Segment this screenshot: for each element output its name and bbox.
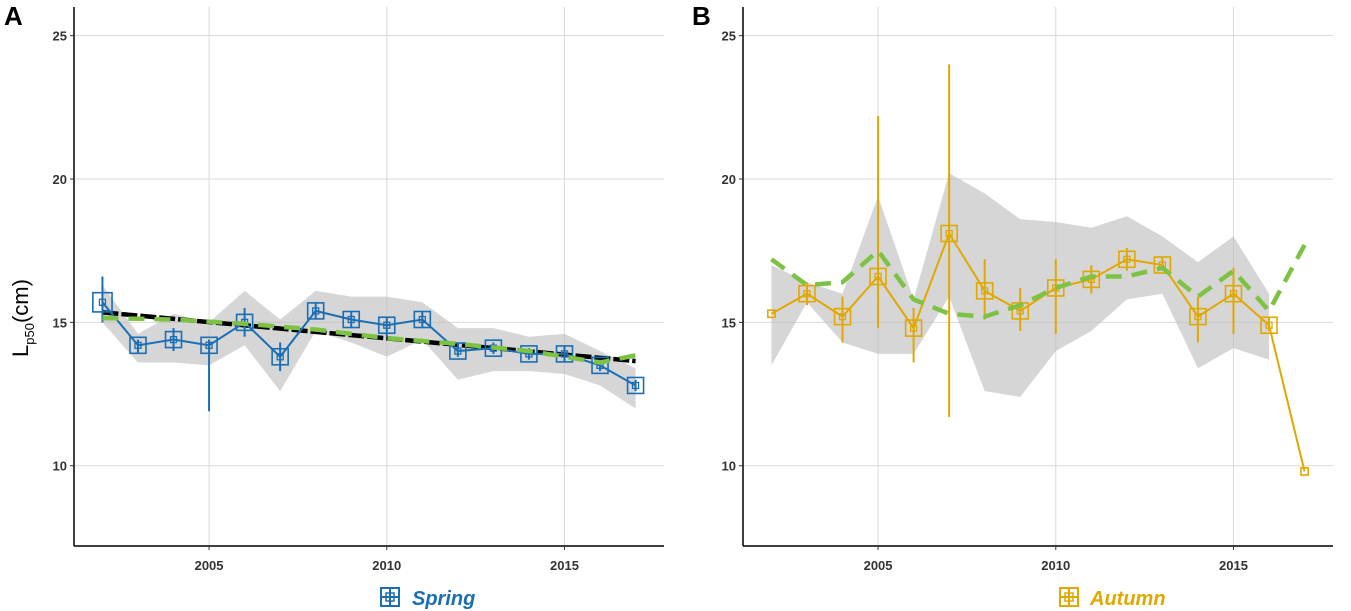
point-2012: [449, 342, 467, 360]
point-center-2012: [1123, 255, 1131, 263]
panel-a-plot-area: 10 15 20 25 2005 2010 2015: [53, 7, 664, 573]
x-tick-label-2015: 2015: [1219, 558, 1248, 573]
confidence-band: [771, 173, 1270, 397]
y-tick-label-15: 15: [53, 315, 67, 330]
y-tick-label-25: 25: [53, 29, 67, 44]
panel-b: B 10 15 20 25 2005 2010 2015 Autumn: [692, 1, 1333, 610]
y-axis-title-sub: p50: [22, 323, 37, 345]
point-2017: [1300, 467, 1309, 476]
point-center-2015: [560, 350, 569, 358]
point-2016: [591, 356, 609, 375]
point-2013: [1153, 256, 1172, 274]
y-axis-title-units: (cm): [8, 279, 33, 323]
point-2007: [940, 224, 958, 243]
point-2004: [164, 330, 183, 349]
panel-a-letter: A: [4, 1, 23, 31]
panel-a: A Lp50(cm) 10 15 20 25 2005 2010 2015 Spring: [4, 1, 664, 610]
point-center-2012: [454, 347, 462, 355]
x-tick-label-2010: 2010: [1041, 558, 1070, 573]
point-2002: [92, 291, 113, 313]
x-tick-label-2005: 2005: [864, 558, 893, 573]
point-center-2008: [312, 307, 320, 315]
point-2016: [1260, 316, 1278, 335]
series-line: [770, 231, 1306, 472]
point-2010: [377, 316, 396, 335]
legend-autumn-label: Autumn: [1089, 588, 1166, 610]
smooth-fit-line: [102, 315, 637, 365]
point-center-2003: [134, 341, 142, 349]
point-2017: [626, 376, 645, 395]
point-center-2003: [803, 290, 811, 298]
point-center-2015: [1229, 290, 1238, 298]
point-2010: [1046, 279, 1065, 297]
point-center-2008: [981, 287, 989, 295]
y-tick-label-10: 10: [53, 459, 67, 474]
y-tick-label-10: 10: [722, 459, 736, 474]
point-center-2005: [874, 272, 882, 281]
point-2004: [833, 307, 852, 326]
point-2011: [413, 310, 432, 329]
y-tick-label-20: 20: [53, 172, 67, 187]
point-2006: [904, 319, 923, 337]
panel-a-y-axis-title: Lp50(cm): [8, 279, 37, 357]
point-center-2010: [383, 321, 391, 329]
point-center-2007: [945, 229, 953, 238]
y-tick-label-25: 25: [722, 29, 736, 44]
point-2014: [520, 345, 538, 363]
x-tick-label-2015: 2015: [550, 558, 579, 573]
legend-autumn-key: [1059, 587, 1079, 607]
y-tick-label-15: 15: [722, 315, 736, 330]
y-tick-label-20: 20: [722, 172, 736, 187]
point-center-2007: [276, 353, 284, 361]
point-2014: [1189, 307, 1207, 326]
x-tick-label-2005: 2005: [195, 558, 224, 573]
point-2012: [1118, 250, 1136, 269]
point-center-2009: [1016, 307, 1024, 315]
point-center-2011: [418, 315, 426, 324]
point-center-2009: [347, 315, 355, 324]
point-2008: [975, 282, 994, 300]
point-2005: [869, 267, 887, 286]
panel-b-plot-area: 10 15 20 25 2005 2010 2015: [722, 7, 1333, 573]
point-2003: [798, 284, 816, 303]
svg-text:Lp50(cm): Lp50(cm): [8, 279, 37, 357]
point-center-2006: [909, 324, 918, 332]
smooth-fit-line: [770, 243, 1307, 319]
y-axis-title-main: L: [8, 345, 33, 357]
point-2015: [1224, 284, 1243, 303]
legend-spring-key: [380, 587, 400, 607]
x-tick-label-2010: 2010: [372, 558, 401, 573]
point-2003: [129, 336, 147, 355]
point-center-2014: [1194, 312, 1202, 321]
point-center-2002: [98, 298, 107, 306]
panel-b-legend: Autumn: [1059, 587, 1166, 610]
point-center-2005: [205, 341, 213, 349]
point-2002: [767, 309, 776, 319]
point-2009: [342, 310, 361, 329]
point-2005: [200, 336, 218, 355]
panel-a-legend: Spring: [380, 587, 475, 610]
point-2007: [271, 347, 289, 366]
point-center-2017: [631, 381, 640, 390]
point-center-2016: [1265, 321, 1273, 329]
point-center-2004: [169, 335, 178, 344]
panel-b-letter: B: [692, 1, 711, 31]
legend-spring-label: Spring: [412, 588, 475, 610]
point-center-2004: [838, 312, 847, 321]
confidence-band: [102, 285, 636, 409]
point-2008: [306, 302, 325, 320]
